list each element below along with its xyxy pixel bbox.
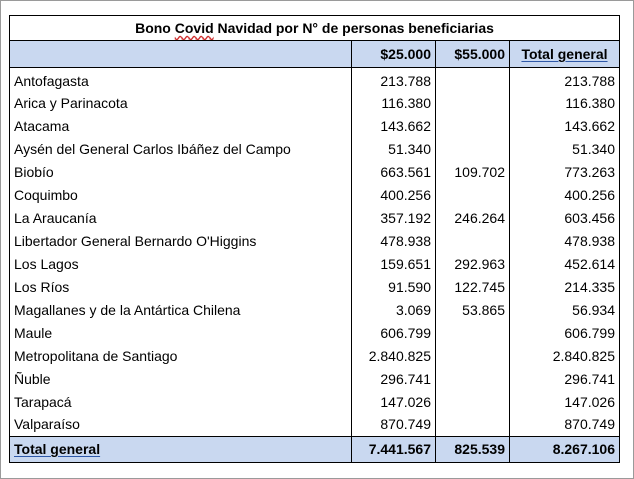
row-value-25000: 478.938 bbox=[351, 229, 436, 252]
footer-total-55000: 825.539 bbox=[435, 435, 510, 463]
row-total: 147.026 bbox=[509, 390, 620, 413]
row-value-25000: 296.741 bbox=[351, 367, 436, 390]
row-value-25000: 357.192 bbox=[351, 206, 436, 229]
row-value-25000: 213.788 bbox=[351, 67, 436, 91]
table-title: Bono Covid Navidad por N° de personas be… bbox=[9, 15, 620, 41]
header-total-label: Total general bbox=[521, 46, 608, 62]
row-value-25000: 606.799 bbox=[351, 321, 436, 344]
table-row: Tarapacá 147.026 147.026 bbox=[9, 390, 620, 413]
row-total: 296.741 bbox=[509, 367, 620, 390]
table-row: Los Ríos 91.590 122.745 214.335 bbox=[9, 275, 620, 298]
row-value-25000: 2.840.825 bbox=[351, 344, 436, 367]
row-region: Maule bbox=[9, 321, 352, 344]
header-total: Total general bbox=[509, 40, 620, 68]
row-value-25000: 3.069 bbox=[351, 298, 436, 321]
row-value-55000 bbox=[435, 137, 510, 160]
table-row: Ñuble 296.741 296.741 bbox=[9, 367, 620, 390]
row-region: Atacama bbox=[9, 114, 352, 137]
row-value-55000: 109.702 bbox=[435, 160, 510, 183]
row-value-55000 bbox=[435, 91, 510, 114]
row-total: 773.263 bbox=[509, 160, 620, 183]
row-total: 452.614 bbox=[509, 252, 620, 275]
row-value-25000: 147.026 bbox=[351, 390, 436, 413]
row-value-55000 bbox=[435, 114, 510, 137]
row-region: Magallanes y de la Antártica Chilena bbox=[9, 298, 352, 321]
row-region: Tarapacá bbox=[9, 390, 352, 413]
row-value-55000 bbox=[435, 413, 510, 436]
table-row: Atacama 143.662 143.662 bbox=[9, 114, 620, 137]
footer-row: Total general 7.441.567 825.539 8.267.10… bbox=[9, 435, 620, 463]
row-total: 606.799 bbox=[509, 321, 620, 344]
table-row: Arica y Parinacota 116.380 116.380 bbox=[9, 91, 620, 114]
beneficiaries-table: Bono Covid Navidad por N° de personas be… bbox=[9, 15, 620, 463]
table-row: Libertador General Bernardo O'Higgins 478… bbox=[9, 229, 620, 252]
row-value-55000 bbox=[435, 390, 510, 413]
row-region: Ñuble bbox=[9, 367, 352, 390]
header-region bbox=[9, 40, 352, 68]
table-row: Los Lagos 159.651 292.963 452.614 bbox=[9, 252, 620, 275]
row-total: 400.256 bbox=[509, 183, 620, 206]
row-total: 116.380 bbox=[509, 91, 620, 114]
footer-label: Total general bbox=[14, 441, 101, 457]
row-value-55000 bbox=[435, 367, 510, 390]
table-row: Biobío 663.561 109.702 773.263 bbox=[9, 160, 620, 183]
table-row: Coquimbo 400.256 400.256 bbox=[9, 183, 620, 206]
row-value-25000: 870.749 bbox=[351, 413, 436, 436]
row-value-25000: 663.561 bbox=[351, 160, 436, 183]
table-row: Valparaíso 870.749 870.749 bbox=[9, 413, 620, 436]
row-total: 870.749 bbox=[509, 413, 620, 436]
table-row: Metropolitana de Santiago 2.840.825 2.840.… bbox=[9, 344, 620, 367]
row-value-55000 bbox=[435, 344, 510, 367]
title-row: Bono Covid Navidad por N° de personas be… bbox=[9, 15, 620, 41]
row-region: Biobío bbox=[9, 160, 352, 183]
table-row: Antofagasta 213.788 213.788 bbox=[9, 67, 620, 91]
header-row: $25.000 $55.000 Total general bbox=[9, 40, 620, 68]
row-value-25000: 159.651 bbox=[351, 252, 436, 275]
row-region: Aysén del General Carlos Ibáñez del Camp… bbox=[9, 137, 352, 160]
row-region: Metropolitana de Santiago bbox=[9, 344, 352, 367]
table-row: Magallanes y de la Antártica Chilena 3.06… bbox=[9, 298, 620, 321]
row-value-25000: 91.590 bbox=[351, 275, 436, 298]
row-value-55000: 246.264 bbox=[435, 206, 510, 229]
title-prefix: Bono bbox=[135, 20, 175, 36]
row-total: 603.456 bbox=[509, 206, 620, 229]
footer-total-25000: 7.441.567 bbox=[351, 435, 436, 463]
row-value-55000: 53.865 bbox=[435, 298, 510, 321]
header-25000: $25.000 bbox=[351, 40, 436, 68]
footer-label-cell: Total general bbox=[9, 435, 352, 463]
row-region: Arica y Parinacota bbox=[9, 91, 352, 114]
footer-grand-total: 8.267.106 bbox=[509, 435, 620, 463]
row-value-55000 bbox=[435, 321, 510, 344]
row-region: Antofagasta bbox=[9, 67, 352, 91]
row-region: Coquimbo bbox=[9, 183, 352, 206]
row-value-55000 bbox=[435, 67, 510, 91]
row-total: 2.840.825 bbox=[509, 344, 620, 367]
table-row: Maule 606.799 606.799 bbox=[9, 321, 620, 344]
row-total: 143.662 bbox=[509, 114, 620, 137]
row-region: Libertador General Bernardo O'Higgins bbox=[9, 229, 352, 252]
row-total: 56.934 bbox=[509, 298, 620, 321]
row-value-25000: 116.380 bbox=[351, 91, 436, 114]
header-55000: $55.000 bbox=[435, 40, 510, 68]
row-region: La Araucanía bbox=[9, 206, 352, 229]
table-row: Aysén del General Carlos Ibáñez del Camp… bbox=[9, 137, 620, 160]
row-value-55000 bbox=[435, 229, 510, 252]
row-value-25000: 51.340 bbox=[351, 137, 436, 160]
row-total: 478.938 bbox=[509, 229, 620, 252]
row-total: 51.340 bbox=[509, 137, 620, 160]
row-region: Los Lagos bbox=[9, 252, 352, 275]
table-row: La Araucanía 357.192 246.264 603.456 bbox=[9, 206, 620, 229]
title-misspelled-word: Covid bbox=[174, 20, 214, 36]
row-value-55000: 292.963 bbox=[435, 252, 510, 275]
row-value-25000: 143.662 bbox=[351, 114, 436, 137]
row-value-55000 bbox=[435, 183, 510, 206]
row-value-55000: 122.745 bbox=[435, 275, 510, 298]
row-region: Valparaíso bbox=[9, 413, 352, 436]
row-total: 213.788 bbox=[509, 67, 620, 91]
row-total: 214.335 bbox=[509, 275, 620, 298]
title-suffix: Navidad por N° de personas beneficiarias bbox=[213, 20, 494, 36]
row-region: Los Ríos bbox=[9, 275, 352, 298]
row-value-25000: 400.256 bbox=[351, 183, 436, 206]
